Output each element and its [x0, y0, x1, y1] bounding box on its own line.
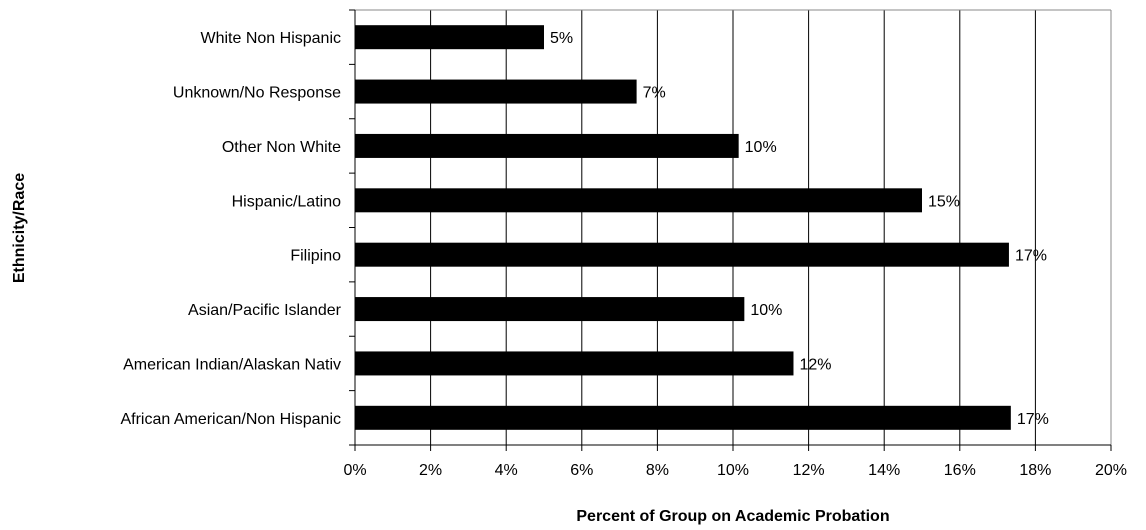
x-tick-labels: 0% 2% 4% 6% 8% 10% 12% 14% 16% 18% 20% [343, 462, 1127, 479]
x-tick-label: 18% [1019, 462, 1051, 479]
x-tick-label: 4% [495, 462, 518, 479]
category-label: Other Non White [222, 139, 341, 156]
x-tick-label: 12% [793, 462, 825, 479]
bar [355, 242, 1009, 267]
category-label: Unknown/No Response [173, 85, 341, 102]
category-label: African American/Non Hispanic [120, 411, 341, 428]
category-label: American Indian/Alaskan Nativ [123, 356, 341, 373]
x-tick-label: 0% [343, 462, 366, 479]
x-tick-label: 16% [944, 462, 976, 479]
x-tick-label: 14% [868, 462, 900, 479]
bar [355, 405, 1011, 430]
gridlines [430, 10, 1112, 445]
data-label: 7% [643, 85, 666, 102]
category-labels: White Non Hispanic Unknown/No Response Oth… [120, 30, 341, 428]
x-tick-label: 10% [717, 462, 749, 479]
bar [355, 188, 922, 213]
data-label: 17% [1015, 248, 1047, 265]
data-label: 5% [550, 30, 573, 47]
x-tick-label: 20% [1095, 462, 1127, 479]
x-axis-title: Percent of Group on Academic Probation [576, 508, 889, 525]
category-label: Hispanic/Latino [232, 193, 342, 210]
bar [355, 25, 544, 50]
x-tick-label: 6% [570, 462, 593, 479]
data-label: 10% [745, 139, 777, 156]
x-tick-label: 2% [419, 462, 442, 479]
data-label: 12% [799, 356, 831, 373]
category-label: White Non Hispanic [201, 30, 342, 47]
x-tick-label: 8% [646, 462, 669, 479]
bar [355, 351, 794, 376]
data-label: 17% [1017, 411, 1049, 428]
data-labels: 5% 7% 10% 15% 17% 10% 12% 17% [550, 30, 1049, 428]
category-label: Asian/Pacific Islander [188, 302, 342, 319]
axes [349, 9, 1112, 451]
bars [355, 25, 1011, 430]
bar [355, 297, 745, 322]
bar [355, 133, 739, 158]
bar [355, 79, 637, 104]
category-label: Filipino [290, 248, 341, 265]
y-axis-title: Ethnicity/Race [11, 173, 28, 283]
data-label: 15% [928, 193, 960, 210]
data-label: 10% [750, 302, 782, 319]
